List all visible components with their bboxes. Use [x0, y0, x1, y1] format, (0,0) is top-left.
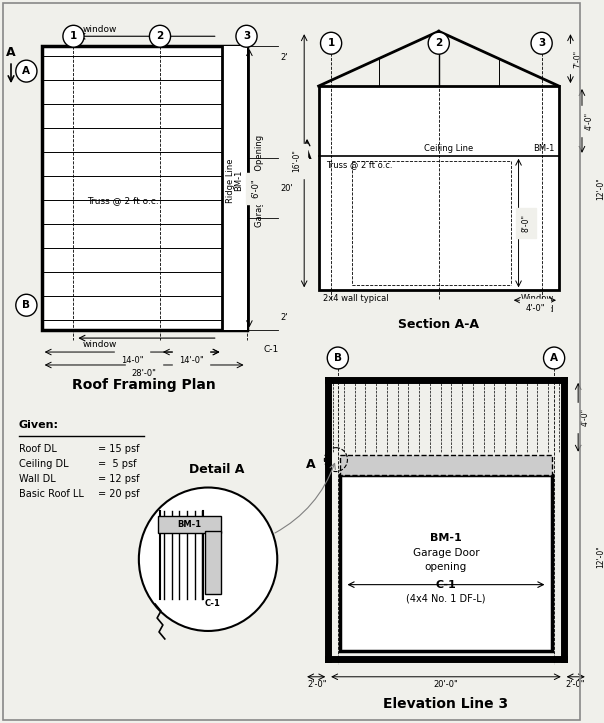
Text: BM-1: BM-1 — [533, 144, 554, 153]
Text: A: A — [6, 46, 16, 59]
Text: 16'-0": 16'-0" — [292, 150, 301, 172]
Text: Section A-A: Section A-A — [398, 318, 479, 331]
Text: 2'-0": 2'-0" — [565, 680, 585, 689]
Text: 1: 1 — [70, 31, 77, 41]
Text: A: A — [306, 458, 316, 471]
Text: Given:: Given: — [19, 420, 59, 429]
Text: Elevation Line 3: Elevation Line 3 — [384, 697, 509, 711]
Bar — [340, 474, 552, 651]
Text: 14-0": 14-0" — [121, 356, 143, 365]
Bar — [42, 46, 246, 330]
Text: Wall DL: Wall DL — [19, 474, 56, 484]
Text: BM-1: BM-1 — [234, 170, 243, 192]
Text: C-1: C-1 — [264, 345, 279, 354]
Text: 3: 3 — [243, 31, 250, 41]
Text: = 20 psf: = 20 psf — [97, 489, 139, 499]
Text: BM-1: BM-1 — [177, 521, 201, 529]
Circle shape — [236, 25, 257, 47]
Text: 2': 2' — [280, 54, 288, 62]
Circle shape — [428, 33, 449, 54]
Text: Roof DL: Roof DL — [19, 444, 57, 454]
Text: 2: 2 — [435, 38, 442, 48]
Bar — [318, 86, 559, 290]
Circle shape — [139, 487, 277, 631]
Text: =  5 psf: = 5 psf — [97, 458, 136, 469]
Text: 4'-0": 4'-0" — [581, 408, 590, 427]
Text: Ridge Line: Ridge Line — [226, 158, 236, 203]
Text: 3: 3 — [538, 38, 545, 48]
Text: = 15 psf: = 15 psf — [97, 444, 139, 454]
Text: 2'-0": 2'-0" — [307, 680, 326, 689]
Circle shape — [531, 33, 552, 54]
Circle shape — [149, 25, 170, 47]
Text: A: A — [22, 66, 30, 76]
Text: B: B — [22, 300, 30, 310]
Text: 4'-0": 4'-0" — [525, 304, 545, 313]
Text: 7'-0": 7'-0" — [573, 50, 582, 68]
Text: 20'-0": 20'-0" — [434, 680, 458, 689]
Text: Basic Roof LL: Basic Roof LL — [19, 489, 83, 499]
Circle shape — [544, 347, 565, 369]
Bar — [222, 46, 246, 330]
Text: 2x4 wall typical: 2x4 wall typical — [323, 294, 389, 303]
Text: 8'-0": 8'-0" — [521, 214, 530, 232]
Circle shape — [63, 25, 84, 47]
Text: Detail A: Detail A — [189, 463, 244, 476]
Text: 4'-0": 4'-0" — [585, 112, 594, 130]
Text: Garage Door: Garage Door — [413, 548, 480, 557]
Text: A: A — [302, 149, 312, 162]
Text: Ceiling DL: Ceiling DL — [19, 458, 68, 469]
Text: 1: 1 — [327, 38, 335, 48]
Text: C-1: C-1 — [435, 580, 457, 590]
Text: window: window — [82, 340, 117, 349]
Bar — [205, 531, 220, 594]
Circle shape — [16, 60, 37, 82]
Circle shape — [321, 33, 342, 54]
Text: 6'-0": 6'-0" — [251, 179, 260, 198]
Text: Truss @ 2 ft o.c.: Truss @ 2 ft o.c. — [326, 160, 393, 168]
Text: 28'-0": 28'-0" — [132, 369, 156, 378]
Text: 12'-0": 12'-0" — [596, 177, 604, 200]
Text: Roof Framing Plan: Roof Framing Plan — [72, 378, 216, 392]
Text: C-1: C-1 — [205, 599, 221, 608]
Text: Truss @ 2 ft o.c.: Truss @ 2 ft o.c. — [86, 196, 158, 205]
Text: = 12 psf: = 12 psf — [97, 474, 139, 484]
Bar — [340, 455, 552, 474]
Circle shape — [327, 347, 349, 369]
Text: 14'-0": 14'-0" — [179, 356, 204, 365]
Text: Window
beyond: Window beyond — [521, 294, 554, 314]
Text: 2: 2 — [156, 31, 164, 41]
Text: Ceiling Line: Ceiling Line — [424, 144, 473, 153]
Text: window: window — [82, 25, 117, 34]
Text: (4x4 No. 1 DF-L): (4x4 No. 1 DF-L) — [406, 594, 486, 604]
Text: Garage Door Opening: Garage Door Opening — [255, 134, 265, 227]
Circle shape — [16, 294, 37, 316]
Text: opening: opening — [425, 562, 467, 572]
Text: BM-1: BM-1 — [430, 533, 462, 543]
Text: B: B — [334, 353, 342, 363]
Text: 20': 20' — [280, 184, 293, 192]
Text: 2': 2' — [280, 313, 288, 322]
Text: 12'-0": 12'-0" — [596, 545, 604, 568]
Bar — [158, 516, 220, 534]
Text: A: A — [550, 353, 558, 363]
